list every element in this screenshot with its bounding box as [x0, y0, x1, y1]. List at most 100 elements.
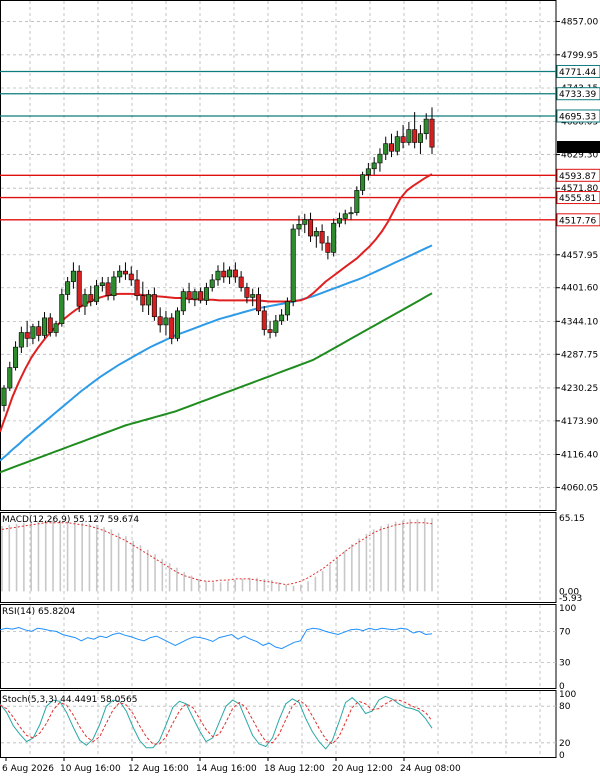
candle-body [82, 294, 88, 307]
time-tick-label: 6 Aug 2026 [2, 764, 54, 774]
candle-body [70, 270, 76, 282]
candle-body [406, 129, 412, 143]
candle-body [105, 282, 111, 296]
price-tick-label: 4457.95 [561, 251, 598, 261]
candle-body [169, 317, 175, 339]
candle-body [331, 222, 337, 253]
candle-body [41, 317, 47, 336]
current-price-label: 4642.28 [559, 143, 596, 153]
stoch-tick-label: 0 [559, 751, 565, 761]
macd-indicator [1, 518, 433, 592]
candle-body [261, 310, 267, 330]
candle-body [250, 294, 256, 298]
stochastic-indicator [0, 695, 556, 750]
candle-body [209, 279, 215, 288]
candle-body [308, 219, 314, 237]
candle-body [423, 118, 429, 135]
candle-body [336, 218, 342, 224]
candle-body [65, 281, 71, 295]
candle-body [417, 133, 423, 143]
candle-body [99, 282, 105, 287]
candle-body [290, 228, 296, 302]
candles [1, 107, 435, 412]
candle-body [163, 317, 169, 326]
price-tick-label: 4116.40 [561, 450, 598, 460]
price-level-tag [556, 64, 600, 78]
candle-body [7, 367, 13, 389]
candle-body [296, 224, 302, 230]
macd-signal-line [1, 522, 433, 586]
candle-body [284, 301, 290, 316]
price-tick-label: 4401.60 [561, 284, 598, 294]
rsi-tick-label: 70 [559, 627, 571, 637]
price-levels [0, 70, 556, 221]
candle-body [13, 346, 19, 368]
candle-body [389, 143, 395, 152]
time-tick-label: 24 Aug 08:00 [400, 764, 461, 774]
current-price-tag [557, 140, 600, 153]
candle-body [140, 295, 146, 306]
macd-tick-label: -5.93 [559, 594, 582, 604]
candle-body [134, 279, 140, 296]
candle-body [88, 294, 94, 302]
candle-body [111, 276, 117, 296]
candle-body [371, 162, 377, 170]
candle-body [1, 387, 7, 406]
ma-mid-line [0, 244, 433, 462]
stoch-tick-label: 20 [559, 739, 571, 749]
price-level-tag [556, 168, 600, 182]
macd-label: MACD(12,26,9) 55.127 59.674 [2, 515, 139, 525]
grid [1, 1, 556, 757]
candle-body [221, 270, 227, 278]
candle-body [47, 317, 53, 333]
price-level-label: 4593.87 [559, 172, 596, 182]
macd-tick-label: 65.15 [559, 514, 585, 524]
price-level-tag [556, 191, 600, 205]
time-tick-label: 12 Aug 16:00 [128, 764, 189, 774]
candle-body [360, 174, 366, 191]
price-tick-label: 4230.25 [561, 384, 598, 394]
candle-body [313, 231, 319, 237]
candle-body [53, 323, 59, 333]
candle-body [198, 291, 204, 301]
price-level-tag [556, 109, 600, 123]
candle-body [192, 291, 198, 300]
time-tick-label: 18 Aug 12:00 [264, 764, 325, 774]
candle-body [232, 269, 238, 278]
candle-body [175, 310, 181, 339]
candle-body [429, 118, 435, 148]
candle-body [117, 270, 123, 278]
panel-border-price [0, 0, 557, 511]
candle-body [319, 231, 325, 244]
price-tick-label: 4571.80 [561, 184, 598, 194]
candle-body [94, 285, 100, 302]
price-tick-label: 4060.05 [561, 483, 598, 493]
candle-body [215, 270, 221, 281]
candle-body [128, 273, 134, 281]
candle-body [227, 269, 233, 278]
candle-body [122, 270, 128, 275]
candle-body [36, 326, 42, 336]
stoch-main-line [0, 695, 433, 750]
stoch-signal-line [0, 699, 433, 745]
candle-body [383, 143, 389, 155]
ma-fast-line [0, 173, 433, 433]
candle-body [157, 316, 163, 326]
panel-border-rsi [0, 604, 557, 689]
candle-body [76, 270, 82, 307]
price-tick-label: 4629.30 [561, 151, 598, 161]
candle-body [273, 320, 279, 333]
rsi-tick-label: 100 [559, 604, 576, 614]
rsi-tick-label: 0 [559, 682, 565, 692]
panel-border-macd [0, 512, 557, 603]
price-tick-label: 4344.10 [561, 317, 598, 327]
candle-body [394, 136, 400, 152]
candle-body [325, 242, 331, 253]
candle-body [180, 291, 186, 312]
rsi-indicator [0, 626, 556, 663]
stoch-label: Stoch(5,3,3) 44.4491 58.0565 [2, 695, 137, 705]
price-level-tag [556, 213, 600, 227]
candle-body [377, 153, 383, 164]
price-tags: 4771.44 4733.39 4695.33 4593.87 4555.81 4517.… [556, 64, 600, 227]
